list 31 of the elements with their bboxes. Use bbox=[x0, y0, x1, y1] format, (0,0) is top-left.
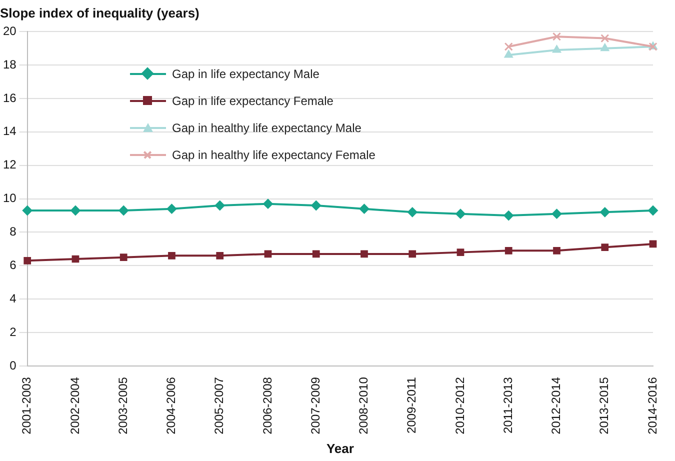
legend-label: Gap in life expectancy Male bbox=[172, 66, 320, 80]
x-tick-label: 2013-2015 bbox=[597, 376, 612, 434]
x-axis-title: Year bbox=[326, 440, 354, 456]
x-tick-label: 2005-2007 bbox=[212, 376, 226, 434]
x-tick-label: 2011-2013 bbox=[500, 376, 515, 434]
y-tick-label: 12 bbox=[2, 158, 17, 172]
y-tick-label: 16 bbox=[2, 90, 17, 105]
y-tick-label: 8 bbox=[10, 224, 17, 239]
y-tick-label: 18 bbox=[2, 57, 17, 72]
y-tick-label: 2 bbox=[10, 324, 17, 339]
x-tick-label: 2004-2006 bbox=[164, 376, 178, 434]
x-tick-label: 2010-2012 bbox=[452, 376, 467, 434]
x-tick-label: 2003-2005 bbox=[116, 376, 130, 434]
legend-label: Gap in life expectancy Female bbox=[172, 94, 334, 108]
y-tick-label: 14 bbox=[2, 124, 17, 138]
x-tick-label: 2007-2009 bbox=[308, 376, 322, 434]
legend-label: Gap in healthy life expectancy Male bbox=[172, 120, 362, 134]
y-tick-label: 20 bbox=[2, 24, 17, 38]
x-tick-label: 2006-2008 bbox=[260, 376, 274, 434]
x-tick-label: 2008-2010 bbox=[356, 376, 371, 434]
y-tick-label: 6 bbox=[10, 258, 17, 272]
x-tick-label: 2002-2004 bbox=[68, 376, 82, 434]
x-tick-label: 2012-2014 bbox=[549, 376, 564, 434]
x-tick-label: 2014-2016 bbox=[645, 376, 660, 434]
y-tick-label: 4 bbox=[10, 291, 17, 306]
y-tick-label: 10 bbox=[2, 191, 17, 206]
x-tick-label: 2009-2011 bbox=[404, 376, 419, 434]
legend-label: Gap in healthy life expectancy Female bbox=[172, 148, 376, 162]
y-tick-label: 0 bbox=[10, 358, 17, 372]
y-axis-title: Slope index of inequality (years) bbox=[0, 5, 200, 20]
x-tick-label: 2001-2003 bbox=[20, 376, 34, 434]
